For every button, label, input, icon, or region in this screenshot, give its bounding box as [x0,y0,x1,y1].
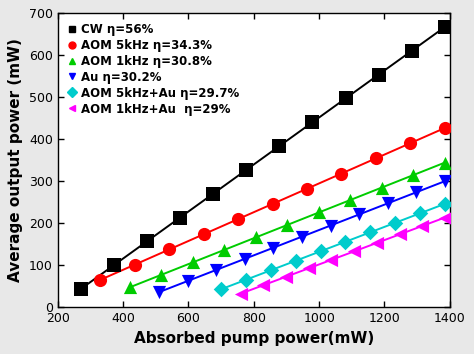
Point [165,247,173,252]
Point [143,239,151,244]
Point [96,277,104,283]
Point [441,215,449,221]
Point [342,96,349,101]
Point [292,258,300,264]
Point [378,185,386,190]
Point [441,160,449,165]
Legend: CW η=56%, AOM 5kHz η=34.3%, AOM 1kHz η=30.8%, Au η=30.2%, AOM 5kHz+Au η=29.7%, A: CW η=56%, AOM 5kHz η=34.3%, AOM 1kHz η=3… [64,19,243,119]
Point [356,212,363,217]
Point [176,215,184,221]
Point [298,234,306,240]
Point [110,262,118,268]
Point [260,282,267,288]
X-axis label: Absorbed pump power(mW): Absorbed pump power(mW) [134,331,374,346]
Point [410,172,417,178]
Y-axis label: Average output power (mW): Average output power (mW) [9,38,23,282]
Point [328,257,335,263]
Point [342,239,349,245]
Point [419,223,426,229]
Point [372,155,380,161]
Point [270,245,277,251]
Point [412,189,420,195]
Point [155,289,163,295]
Point [384,200,392,206]
Point [441,125,449,131]
Point [267,267,274,273]
Point [77,286,84,292]
Point [210,191,217,196]
Point [283,222,291,228]
Point [275,143,283,149]
Point [305,266,312,271]
Point [220,247,228,253]
Point [315,210,323,215]
Point [407,140,414,146]
Point [416,211,424,216]
Point [375,72,383,78]
Point [373,240,381,246]
Point [131,262,138,268]
Point [392,220,399,225]
Point [366,229,374,235]
Point [252,235,260,240]
Point [441,201,449,207]
Point [241,256,248,262]
Point [184,278,191,284]
Point [309,119,316,125]
Point [212,267,220,273]
Point [337,171,345,176]
Point [237,291,245,297]
Point [283,274,290,280]
Point [269,201,276,207]
Point [242,167,250,173]
Point [126,285,133,290]
Point [303,186,311,192]
Point [346,197,354,203]
Point [396,232,403,237]
Point [327,223,334,228]
Point [350,249,358,254]
Point [157,272,165,278]
Point [200,232,208,237]
Point [408,48,416,53]
Point [234,216,242,222]
Point [217,286,225,292]
Point [441,178,449,184]
Point [242,277,250,282]
Point [189,259,196,265]
Point [317,249,324,254]
Point [441,24,449,30]
